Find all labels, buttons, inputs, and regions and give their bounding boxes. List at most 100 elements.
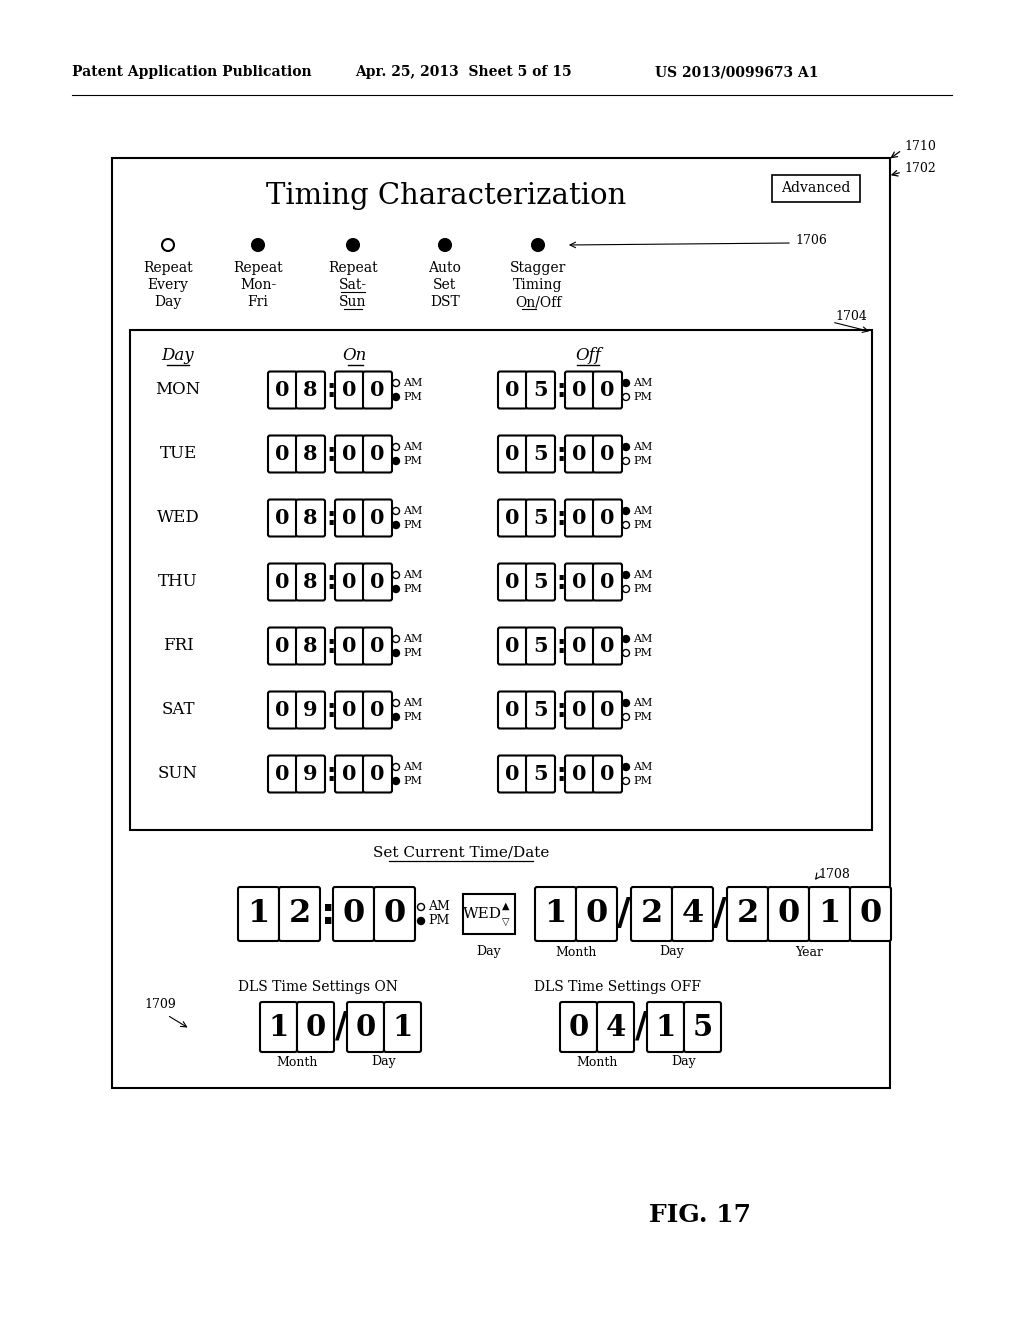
Circle shape [392,777,399,784]
FancyBboxPatch shape [335,499,364,536]
Text: AM: AM [633,442,652,451]
Text: 0: 0 [572,380,587,400]
Text: 0: 0 [342,572,356,591]
FancyBboxPatch shape [498,436,527,473]
Circle shape [439,239,451,251]
Text: 0: 0 [777,899,800,929]
Text: PM: PM [633,711,652,722]
FancyBboxPatch shape [565,499,594,536]
Text: Day: Day [162,347,195,364]
Text: PM: PM [428,915,450,928]
Text: 8: 8 [303,444,317,465]
Text: 1704: 1704 [835,309,867,322]
FancyBboxPatch shape [575,887,617,941]
Text: :: : [556,442,565,466]
FancyBboxPatch shape [268,627,297,664]
Text: 0: 0 [572,572,587,591]
Text: On: On [343,347,368,364]
Text: 1710: 1710 [904,140,936,153]
Text: 8: 8 [303,572,317,591]
Text: 1708: 1708 [818,867,850,880]
Text: 0: 0 [600,700,614,719]
FancyBboxPatch shape [335,755,364,792]
Circle shape [392,380,399,387]
Circle shape [418,917,425,924]
Text: 0: 0 [342,636,356,656]
Text: /: / [635,1010,647,1044]
Circle shape [392,521,399,528]
Text: 0: 0 [572,636,587,656]
Text: :: : [556,506,565,531]
Text: :: : [327,570,336,594]
FancyBboxPatch shape [335,564,364,601]
Circle shape [532,239,544,251]
Text: 4: 4 [681,899,703,929]
Text: Sun: Sun [339,294,367,309]
Text: 0: 0 [371,636,385,656]
FancyBboxPatch shape [593,692,622,729]
FancyBboxPatch shape [296,371,325,408]
Circle shape [162,239,174,251]
FancyBboxPatch shape [647,1002,684,1052]
FancyBboxPatch shape [374,887,415,941]
Text: PM: PM [633,455,652,466]
Text: Advanced: Advanced [781,181,851,195]
FancyBboxPatch shape [597,1002,634,1052]
Text: AM: AM [403,570,422,579]
Text: AM: AM [633,570,652,579]
FancyBboxPatch shape [498,564,527,601]
Text: 5: 5 [692,1012,713,1041]
FancyBboxPatch shape [526,499,555,536]
Text: 0: 0 [355,1012,376,1041]
Text: :: : [556,378,565,403]
Text: 0: 0 [600,508,614,528]
Text: 0: 0 [505,700,520,719]
Text: 1: 1 [268,1012,289,1041]
Text: Month: Month [555,945,597,958]
Text: WED: WED [157,510,200,527]
Text: Timing Characterization: Timing Characterization [266,182,626,210]
Circle shape [623,521,630,528]
FancyBboxPatch shape [347,1002,384,1052]
Text: 0: 0 [505,572,520,591]
FancyBboxPatch shape [335,371,364,408]
FancyBboxPatch shape [850,887,891,941]
Circle shape [392,444,399,450]
Text: :: : [327,506,336,531]
Text: 9: 9 [303,764,317,784]
Text: 0: 0 [371,444,385,465]
Text: AM: AM [403,378,422,388]
Text: Month: Month [577,1056,617,1068]
Text: 0: 0 [600,444,614,465]
Text: Repeat: Repeat [233,261,283,275]
Text: 8: 8 [303,380,317,400]
Text: PM: PM [403,392,422,403]
Text: PM: PM [633,583,652,594]
Text: Repeat: Repeat [328,261,378,275]
Text: AM: AM [633,698,652,708]
Text: SAT: SAT [161,701,195,718]
Text: 0: 0 [275,572,290,591]
Text: ▲: ▲ [502,902,510,911]
FancyBboxPatch shape [268,692,297,729]
FancyBboxPatch shape [593,755,622,792]
Text: Every: Every [147,279,188,292]
Text: 0: 0 [572,700,587,719]
Text: Day: Day [476,945,502,958]
FancyBboxPatch shape [593,627,622,664]
Text: AM: AM [633,506,652,516]
FancyBboxPatch shape [498,499,527,536]
Circle shape [623,458,630,465]
Circle shape [623,507,630,515]
FancyBboxPatch shape [526,627,555,664]
Circle shape [392,714,399,721]
Circle shape [623,700,630,706]
FancyBboxPatch shape [362,564,392,601]
Text: 0: 0 [505,764,520,784]
Text: 0: 0 [342,508,356,528]
Text: PM: PM [403,583,422,594]
Text: AM: AM [403,762,422,772]
FancyBboxPatch shape [296,436,325,473]
Text: WED: WED [463,907,502,921]
FancyBboxPatch shape [238,887,279,941]
